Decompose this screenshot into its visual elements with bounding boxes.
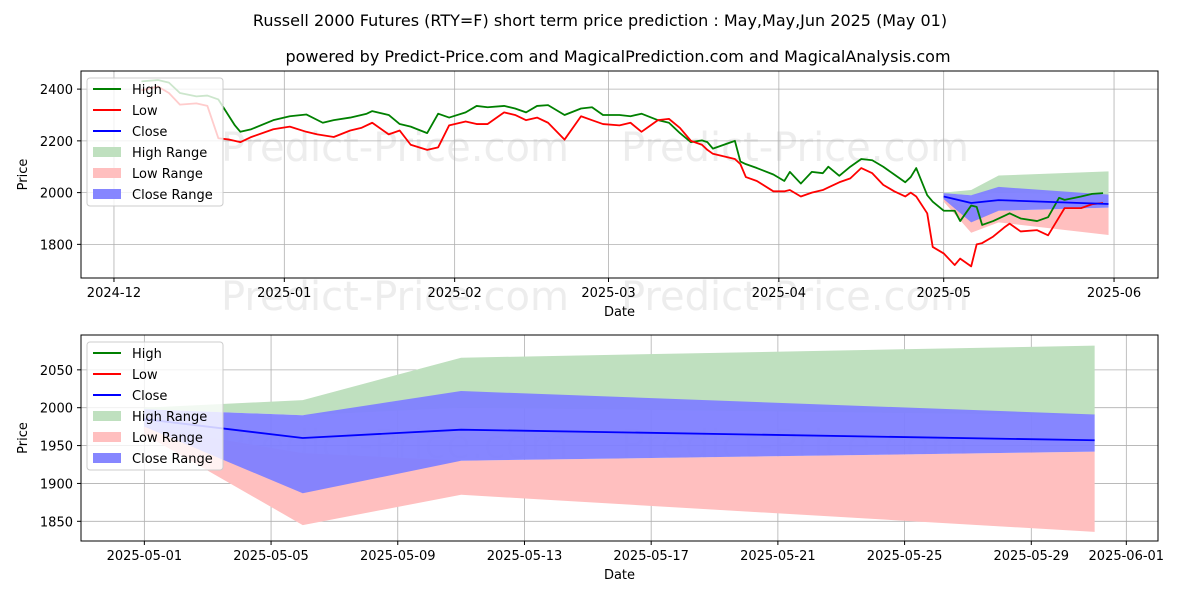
y-tick-label: 1850 bbox=[40, 515, 73, 530]
x-tick-label: 2025-06 bbox=[1087, 286, 1141, 301]
series-close-line bbox=[144, 418, 1095, 442]
y-tick-label: 2000 bbox=[40, 187, 73, 202]
y-tick-label: 2050 bbox=[40, 364, 73, 379]
legend-label: Low Range bbox=[132, 167, 203, 182]
legend-swatch-close-range bbox=[93, 453, 121, 463]
legend-label: Close Range bbox=[132, 452, 213, 467]
legend-label: High Range bbox=[132, 146, 207, 161]
x-tick-label: 2025-04 bbox=[752, 286, 806, 301]
legend-swatch-high-range bbox=[93, 411, 121, 421]
legend-swatch-close-range bbox=[93, 189, 121, 199]
legend-label: Close bbox=[132, 125, 167, 140]
y-tick-label: 2000 bbox=[40, 402, 73, 417]
chart-title: Russell 2000 Futures (RTY=F) short term … bbox=[253, 11, 947, 30]
legend-label: Close Range bbox=[132, 188, 213, 203]
x-tick-label: 2025-05-17 bbox=[613, 549, 689, 564]
axes-frame bbox=[80, 334, 1159, 542]
x-tick-label: 2025-01 bbox=[257, 286, 311, 301]
y-tick-label: 1900 bbox=[40, 477, 73, 492]
legend: High Low Close High Range Low Range Close Ran… bbox=[86, 77, 224, 207]
watermark: Predict-Price.com bbox=[621, 274, 969, 320]
legend-swatch-low-range bbox=[93, 432, 121, 442]
band-high-range bbox=[943, 171, 1109, 196]
watermark: Predict-Price.com bbox=[221, 274, 569, 320]
x-tick-label: 2025-05-25 bbox=[867, 549, 943, 564]
bottom-chart-panel: Predict-Price.comPredict-Price.com2025-0… bbox=[16, 334, 1165, 583]
chart-subtitle: powered by Predict-Price.com and Magical… bbox=[285, 47, 950, 66]
x-tick-label: 2025-05-21 bbox=[740, 549, 816, 564]
series-close-line bbox=[943, 195, 1109, 205]
watermark: Predict-Price.com bbox=[621, 125, 969, 171]
x-axis-label: Date bbox=[604, 568, 635, 583]
y-tick-label: 1800 bbox=[40, 238, 73, 253]
x-tick-label: 2025-05-09 bbox=[360, 549, 436, 564]
axes-frame bbox=[80, 70, 1159, 279]
x-tick-label: 2025-02 bbox=[427, 286, 481, 301]
y-tick-label: 2200 bbox=[40, 135, 73, 150]
legend-label: Close bbox=[132, 389, 167, 404]
legend-label: Low Range bbox=[132, 431, 203, 446]
y-tick-label: 1950 bbox=[40, 440, 73, 455]
x-axis-label: Date bbox=[604, 305, 635, 320]
series-low-line bbox=[141, 85, 1104, 268]
x-tick-label: 2025-05-01 bbox=[107, 549, 183, 564]
x-tick-label: 2025-05-29 bbox=[994, 549, 1070, 564]
legend-label: High bbox=[132, 83, 162, 98]
x-tick-label: 2025-03 bbox=[581, 286, 635, 301]
legend: High Low Close High Range Low Range Close Ran… bbox=[86, 341, 224, 471]
x-tick-label: 2025-05 bbox=[917, 286, 971, 301]
legend-label: Low bbox=[132, 368, 158, 383]
y-axis-label: Price bbox=[16, 422, 31, 454]
x-tick-label: 2024-12 bbox=[87, 286, 141, 301]
x-tick-label: 2025-05-05 bbox=[233, 549, 309, 564]
band-low-range bbox=[943, 199, 1109, 236]
y-axis-label: Price bbox=[16, 159, 31, 191]
x-tick-label: 2025-05-13 bbox=[487, 549, 563, 564]
legend-label: High Range bbox=[132, 410, 207, 425]
legend-swatch-low-range bbox=[93, 168, 121, 178]
band-close-range bbox=[144, 391, 1095, 494]
band-high-range bbox=[144, 345, 1095, 416]
band-low-range bbox=[144, 426, 1095, 532]
legend-label: Low bbox=[132, 104, 158, 119]
y-tick-label: 2400 bbox=[40, 83, 73, 98]
band-close-range bbox=[943, 186, 1109, 223]
top-chart-panel: Predict-Price.com Predict-Price.com Predic… bbox=[16, 70, 1159, 320]
legend-swatch-high-range bbox=[93, 147, 121, 157]
legend-label: High bbox=[132, 347, 162, 362]
series-high-line bbox=[141, 79, 1104, 226]
x-tick-label: 2025-06-01 bbox=[1089, 549, 1165, 564]
